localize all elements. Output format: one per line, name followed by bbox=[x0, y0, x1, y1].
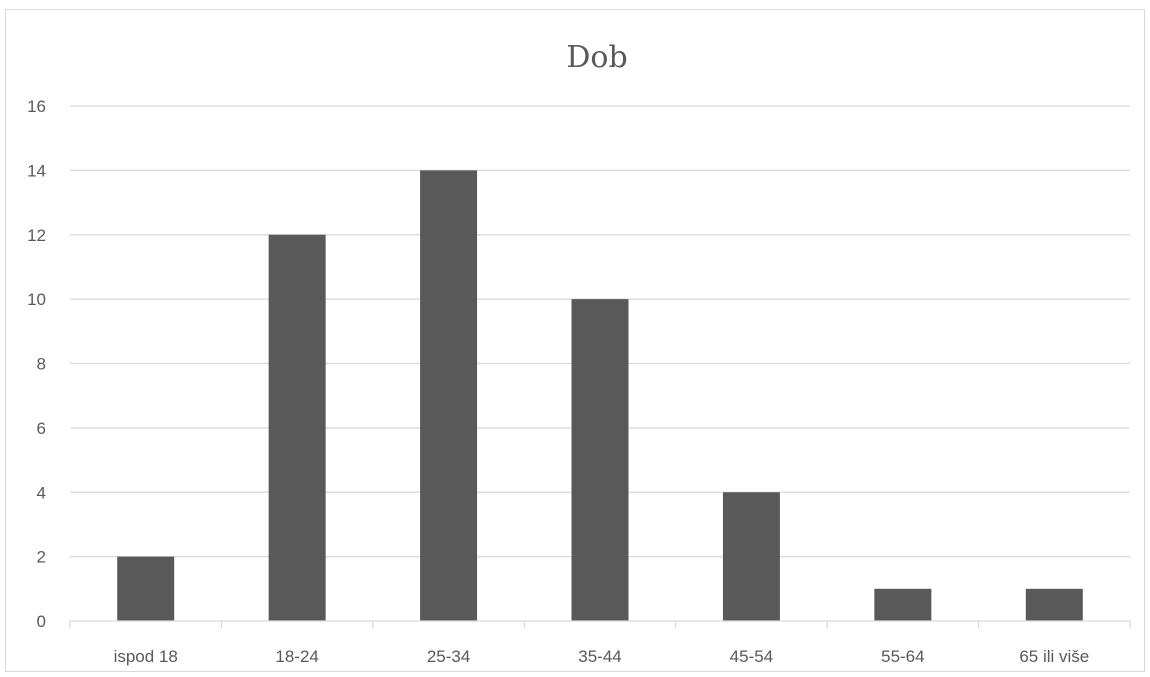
x-tick-label: 35-44 bbox=[578, 647, 621, 666]
x-tick-label: ispod 18 bbox=[114, 647, 178, 666]
y-tick-label: 8 bbox=[37, 355, 46, 374]
bar-18-24 bbox=[268, 234, 326, 621]
x-tick-label: 18-24 bbox=[275, 647, 318, 666]
bar-55-64 bbox=[874, 588, 932, 621]
y-tick-label: 4 bbox=[37, 483, 46, 502]
bars bbox=[117, 170, 1083, 621]
x-tick-label: 55-64 bbox=[881, 647, 924, 666]
y-tick-label: 14 bbox=[27, 161, 46, 180]
y-tick-label: 6 bbox=[37, 419, 46, 438]
bar-ispod-18 bbox=[117, 556, 175, 621]
bar-65-ili-vi-e bbox=[1025, 588, 1083, 621]
y-axis-ticks: 0 2 4 6 8 10 12 14 16 bbox=[27, 97, 46, 631]
y-tick-label: 0 bbox=[37, 612, 46, 631]
chart-title: Dob bbox=[566, 40, 627, 75]
x-axis bbox=[69, 620, 1131, 628]
x-axis-ticks: ispod 18 18-24 25-34 35-44 45-54 55-64 65 ili … bbox=[114, 647, 1090, 666]
y-tick-label: 16 bbox=[27, 97, 46, 116]
x-tick-label: 65 ili više bbox=[1019, 647, 1089, 666]
bar-35-44 bbox=[571, 299, 629, 621]
y-tick-label: 12 bbox=[27, 226, 46, 245]
x-tick-label: 45-54 bbox=[730, 647, 773, 666]
bar-45-54 bbox=[722, 492, 780, 621]
y-tick-label: 10 bbox=[27, 290, 46, 309]
y-tick-label: 2 bbox=[37, 548, 46, 567]
x-tick-label: 25-34 bbox=[427, 647, 470, 666]
bar-25-34 bbox=[420, 170, 478, 621]
